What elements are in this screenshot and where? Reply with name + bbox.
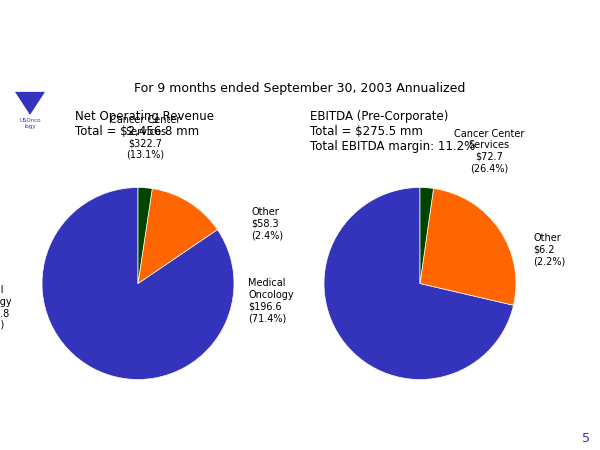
Wedge shape [420, 188, 434, 284]
Wedge shape [324, 188, 514, 379]
Text: USOnco
logy: USOnco logy [19, 118, 41, 129]
Wedge shape [42, 188, 234, 379]
Text: EBITDA (Pre-Corporate): EBITDA (Pre-Corporate) [310, 110, 448, 123]
Polygon shape [15, 92, 45, 115]
Wedge shape [138, 189, 217, 284]
Text: Revenue and EBITDA Breakdown: Revenue and EBITDA Breakdown [82, 18, 518, 42]
Text: Total EBITDA margin: 11.2%: Total EBITDA margin: 11.2% [310, 140, 475, 153]
Text: Total = $275.5 mm: Total = $275.5 mm [310, 125, 423, 138]
Text: For 9 months ended September 30, 2003 Annualized: For 9 months ended September 30, 2003 An… [134, 82, 466, 95]
Text: 5: 5 [582, 432, 590, 445]
Text: Total = $2,456.8 mm: Total = $2,456.8 mm [75, 125, 199, 138]
Text: Cancer Center
Services
$72.7
(26.4%): Cancer Center Services $72.7 (26.4%) [454, 129, 524, 173]
Text: Net Operating Revenue: Net Operating Revenue [75, 110, 214, 123]
Text: Cancer Center
Services
$322.7
(13.1%): Cancer Center Services $322.7 (13.1%) [110, 115, 181, 160]
Wedge shape [138, 188, 152, 284]
Text: Other
$58.3
(2.4%): Other $58.3 (2.4%) [251, 207, 283, 241]
Wedge shape [420, 189, 516, 305]
Text: Medical
Oncology
$2,075.8
(84.5%): Medical Oncology $2,075.8 (84.5%) [0, 285, 12, 330]
Text: Other
$6.2
(2.2%): Other $6.2 (2.2%) [533, 233, 566, 266]
Text: Medical
Oncology
$196.6
(71.4%): Medical Oncology $196.6 (71.4%) [248, 279, 294, 323]
